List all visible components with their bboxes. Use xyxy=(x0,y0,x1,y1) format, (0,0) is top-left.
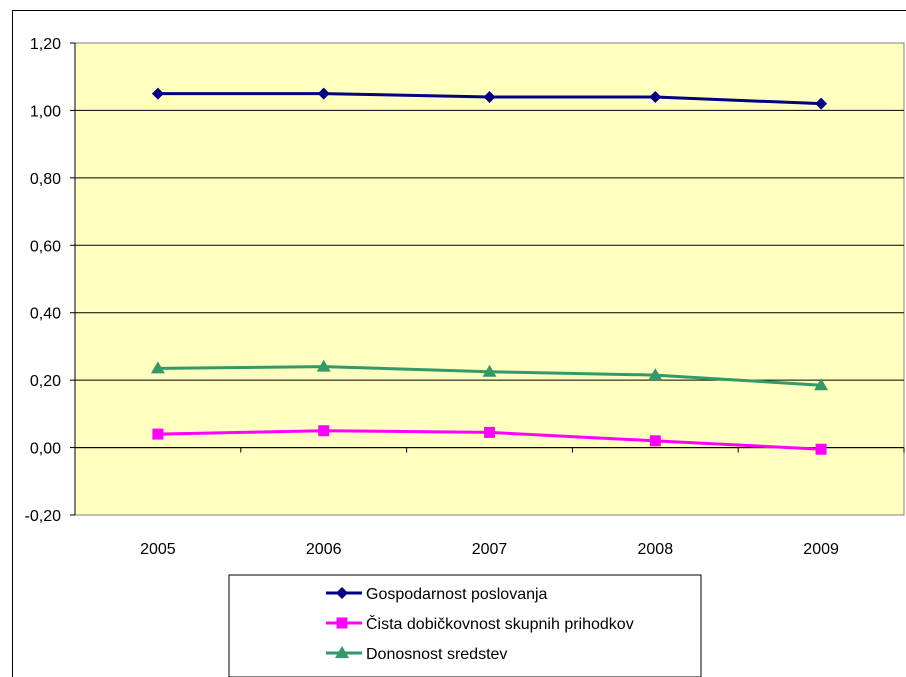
square-marker xyxy=(336,617,348,629)
y-tick-label: 0,40 xyxy=(30,306,61,323)
y-tick-label: 0,20 xyxy=(30,373,61,390)
series-2 xyxy=(152,425,827,455)
diamond-marker xyxy=(151,87,164,100)
legend-label: Čista dobičkovnost skupnih prihodkov xyxy=(366,614,634,633)
x-tick-label: 2005 xyxy=(140,541,176,558)
series-3 xyxy=(150,359,829,391)
legend-item-1: Gospodarnost poslovanja xyxy=(326,586,548,603)
y-tick-label: 1,20 xyxy=(30,36,61,53)
diamond-marker xyxy=(483,90,496,103)
triangle-marker xyxy=(482,364,497,377)
diamond-marker xyxy=(649,90,662,103)
triangle-marker xyxy=(335,646,349,658)
triangle-marker xyxy=(316,359,331,372)
y-tick-label: 0,00 xyxy=(30,441,61,458)
axes: -0,20 0,00 0,20 0,40 0,60 0,80 1,00 1,20 2005 200… xyxy=(25,36,905,558)
y-tick-label: -0,20 xyxy=(25,508,62,525)
legend: Gospodarnost poslovanja Čista dobičkovnos… xyxy=(228,574,702,677)
square-marker xyxy=(649,435,661,447)
x-tick-label: 2008 xyxy=(638,541,674,558)
x-tick-label: 2006 xyxy=(306,541,342,558)
y-tick-label: 0,80 xyxy=(30,171,61,188)
triangle-marker xyxy=(150,361,165,374)
legend-label: Gospodarnost poslovanja xyxy=(366,586,548,603)
diamond-marker xyxy=(317,87,330,100)
series-group xyxy=(150,87,829,455)
chart-frame xyxy=(12,10,906,677)
triangle-marker xyxy=(648,368,663,381)
series-1 xyxy=(151,87,828,110)
diamond-marker xyxy=(336,587,348,599)
y-tick-label: 0,60 xyxy=(30,238,61,255)
x-tick-label: 2009 xyxy=(803,541,839,558)
square-marker xyxy=(152,428,164,440)
plot-area xyxy=(74,42,905,516)
legend-item-2: Čista dobičkovnost skupnih prihodkov xyxy=(326,614,634,633)
legend-box xyxy=(228,574,702,677)
diamond-marker xyxy=(815,97,828,110)
square-marker xyxy=(815,443,827,455)
x-tick-label: 2007 xyxy=(472,541,508,558)
square-marker xyxy=(484,426,495,438)
y-tick-label: 1,00 xyxy=(30,103,61,120)
legend-item-3: Donosnost sredstev xyxy=(326,646,507,663)
legend-label: Donosnost sredstev xyxy=(366,646,507,663)
square-marker xyxy=(318,425,330,437)
triangle-marker xyxy=(814,378,829,391)
